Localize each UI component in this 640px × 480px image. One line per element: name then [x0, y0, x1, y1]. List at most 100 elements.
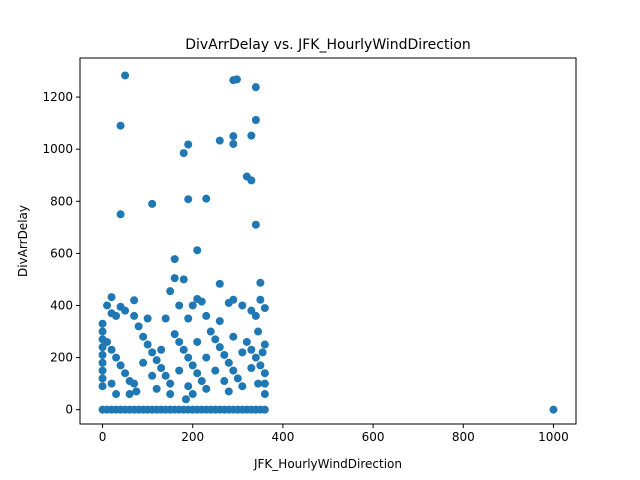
- point: [251, 353, 260, 362]
- x-tick-label: 400: [271, 430, 294, 444]
- point: [202, 384, 211, 393]
- point: [116, 361, 125, 370]
- y-tick-label: 0: [65, 403, 73, 417]
- y-axis-label: DivArrDelay: [16, 205, 30, 277]
- point: [143, 340, 152, 349]
- point: [215, 343, 224, 352]
- point: [260, 390, 269, 399]
- point: [148, 348, 157, 357]
- point: [247, 345, 256, 354]
- point: [202, 311, 211, 320]
- point: [220, 350, 229, 359]
- point: [161, 314, 170, 323]
- point: [152, 356, 161, 365]
- point: [251, 311, 260, 320]
- point: [157, 363, 166, 372]
- x-axis-label: JFK_HourlyWindDirection: [253, 457, 402, 471]
- point: [193, 246, 202, 255]
- point: [238, 348, 247, 357]
- point: [175, 301, 184, 310]
- point: [98, 343, 107, 352]
- point: [112, 353, 121, 362]
- point: [188, 361, 197, 370]
- point: [260, 304, 269, 313]
- point: [193, 337, 202, 346]
- point: [251, 83, 260, 92]
- point: [197, 297, 206, 306]
- point: [238, 382, 247, 391]
- point: [107, 345, 116, 354]
- point: [179, 345, 188, 354]
- point: [121, 71, 130, 80]
- point: [256, 361, 265, 370]
- point: [112, 390, 121, 399]
- point: [139, 332, 148, 341]
- x-tick-label: 600: [362, 430, 385, 444]
- point: [193, 369, 202, 378]
- point: [143, 314, 152, 323]
- point: [107, 379, 116, 388]
- point: [132, 387, 141, 396]
- point: [184, 140, 193, 149]
- chart-title: DivArrDelay vs. JFK_HourlyWindDirection: [185, 37, 471, 53]
- point: [188, 390, 197, 399]
- point: [175, 337, 184, 346]
- point: [157, 345, 166, 354]
- point: [215, 136, 224, 145]
- point: [256, 278, 265, 287]
- point: [166, 287, 175, 296]
- point: [98, 382, 107, 391]
- point: [251, 115, 260, 124]
- point: [130, 296, 139, 305]
- point: [188, 301, 197, 310]
- x-tick-label: 0: [99, 430, 107, 444]
- x-tick-label: 1000: [538, 430, 569, 444]
- x-tick-label: 800: [452, 430, 475, 444]
- point: [103, 337, 112, 346]
- point: [232, 75, 241, 84]
- y-tick-label: 400: [50, 298, 73, 312]
- point: [260, 405, 269, 414]
- point: [224, 387, 233, 396]
- point: [125, 390, 134, 399]
- point: [98, 358, 107, 367]
- point: [148, 371, 157, 380]
- point: [184, 195, 193, 204]
- y-tick-label: 1200: [42, 90, 73, 104]
- y-tick-label: 1000: [42, 142, 73, 156]
- point: [254, 327, 263, 336]
- point: [103, 301, 112, 310]
- point: [251, 220, 260, 229]
- point: [148, 199, 157, 208]
- point: [134, 322, 143, 331]
- point: [206, 327, 215, 336]
- point: [247, 176, 256, 185]
- point: [98, 319, 107, 328]
- point: [161, 371, 170, 380]
- point: [184, 382, 193, 391]
- point: [247, 363, 256, 372]
- point: [224, 358, 233, 367]
- point: [139, 358, 148, 367]
- point: [184, 353, 193, 362]
- point: [260, 340, 269, 349]
- point: [258, 348, 267, 357]
- point: [242, 337, 251, 346]
- point: [202, 194, 211, 203]
- y-tick-label: 800: [50, 194, 73, 208]
- point: [175, 366, 184, 375]
- point: [179, 275, 188, 284]
- point: [181, 395, 190, 404]
- point: [202, 353, 211, 362]
- point: [170, 255, 179, 264]
- plot-frame: [79, 57, 577, 425]
- point: [247, 306, 256, 315]
- point: [215, 317, 224, 326]
- point: [260, 379, 269, 388]
- point: [549, 405, 558, 414]
- point: [121, 306, 130, 315]
- y-tick-label: 200: [50, 351, 73, 365]
- point: [179, 149, 188, 158]
- point: [98, 327, 107, 336]
